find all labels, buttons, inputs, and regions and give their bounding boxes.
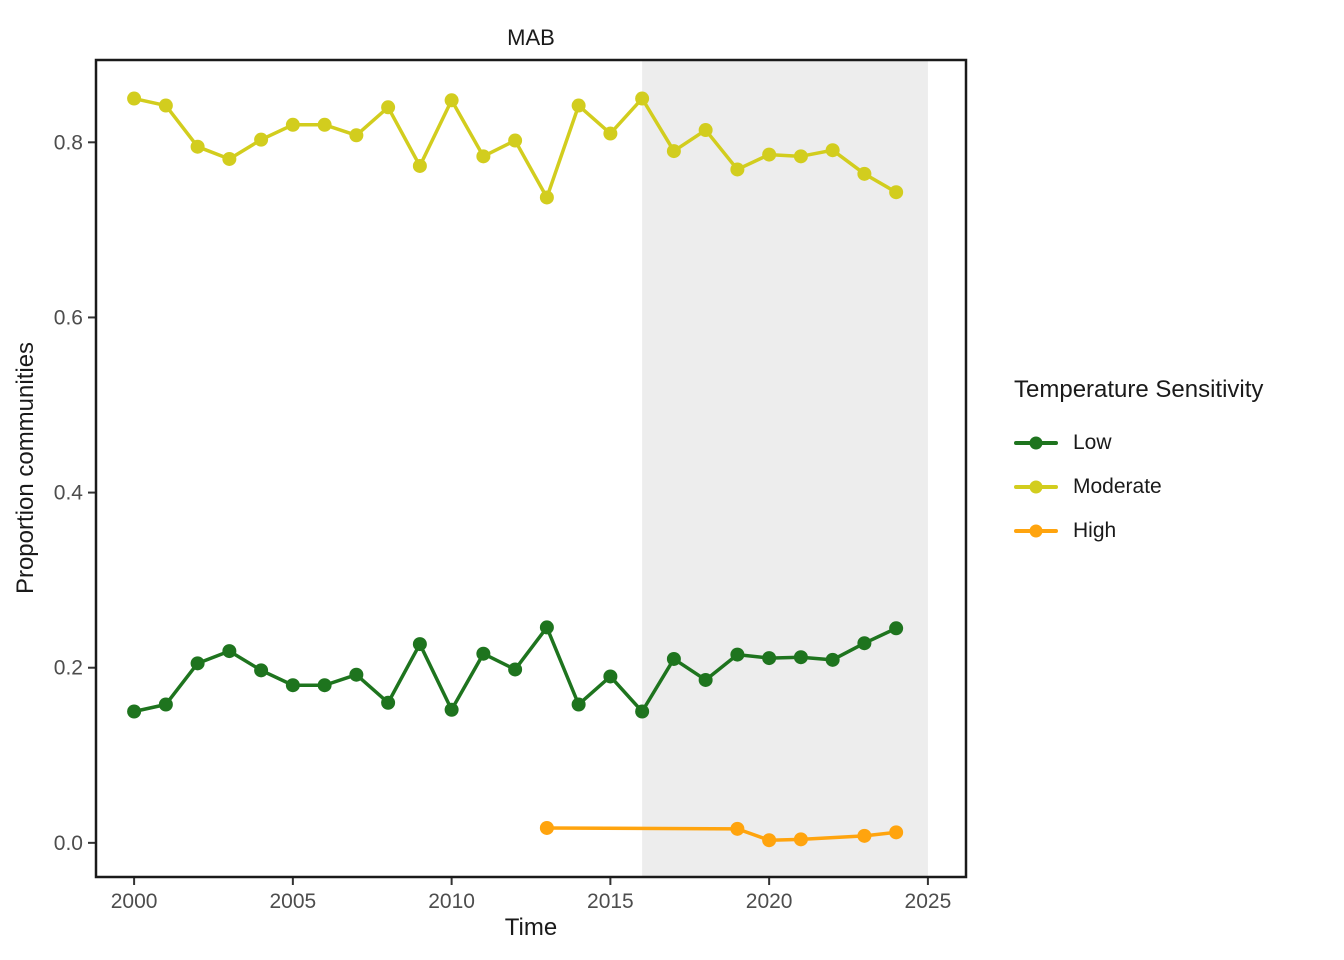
x-tick-label: 2005 — [270, 890, 317, 913]
data-point-low — [857, 636, 872, 651]
data-point-low — [539, 620, 554, 635]
x-tick-label: 2025 — [905, 890, 952, 913]
data-point-low — [889, 621, 904, 636]
y-tick-label: 0.4 — [54, 482, 84, 505]
legend-item-high: High — [1014, 516, 1334, 546]
legend-item-moderate: Moderate — [1014, 472, 1334, 502]
data-point-low — [666, 651, 681, 666]
x-tick-label: 2015 — [587, 890, 634, 913]
data-point-moderate — [762, 147, 777, 162]
data-point-moderate — [222, 151, 237, 166]
data-point-moderate — [476, 149, 491, 164]
data-point-moderate — [539, 190, 554, 205]
data-point-high — [889, 825, 904, 840]
data-point-moderate — [857, 166, 872, 181]
data-point-low — [603, 669, 618, 684]
x-tick-label: 2010 — [428, 890, 475, 913]
y-tick-label: 0.0 — [54, 832, 83, 855]
data-point-low — [508, 662, 523, 677]
data-point-low — [730, 647, 745, 662]
data-point-low — [285, 678, 300, 693]
data-point-moderate — [730, 162, 745, 177]
x-tick-label: 2000 — [111, 890, 158, 913]
data-point-moderate — [317, 117, 332, 132]
data-point-low — [127, 704, 142, 719]
data-point-high — [539, 820, 554, 835]
legend-label: High — [1073, 519, 1117, 542]
data-point-moderate — [666, 144, 681, 159]
x-tick-label: 2020 — [746, 890, 793, 913]
data-point-moderate — [603, 126, 618, 141]
data-point-low — [254, 663, 269, 678]
data-point-low — [412, 637, 427, 652]
y-tick-label: 0.8 — [54, 131, 83, 154]
data-point-low — [381, 695, 396, 710]
data-point-high — [762, 833, 777, 848]
data-point-moderate — [508, 133, 523, 148]
data-point-low — [476, 646, 491, 661]
y-tick-label: 0.6 — [54, 306, 83, 329]
data-point-low — [444, 702, 459, 717]
shaded-forecast-band — [642, 60, 928, 877]
data-point-low — [222, 644, 237, 659]
data-point-moderate — [571, 98, 586, 113]
data-point-low — [793, 650, 808, 665]
data-point-low — [635, 704, 650, 719]
legend-title: Temperature Sensitivity — [1014, 376, 1264, 403]
data-point-low — [190, 656, 205, 671]
data-point-moderate — [889, 185, 904, 200]
data-point-moderate — [444, 93, 459, 108]
legend: Temperature Sensitivity Low Moderate Hig… — [1014, 376, 1334, 560]
legend-label: Low — [1073, 431, 1112, 454]
data-point-low — [698, 672, 713, 687]
y-tick-label: 0.2 — [54, 657, 83, 680]
panel-border — [94, 58, 968, 879]
data-point-low — [349, 667, 364, 682]
plot-title: MAB — [507, 25, 555, 50]
data-point-moderate — [158, 98, 173, 113]
legend-key-line-dot-icon — [1014, 521, 1058, 541]
data-point-moderate — [349, 128, 364, 143]
data-point-moderate — [285, 117, 300, 132]
x-axis-title: Time — [504, 914, 558, 941]
data-point-high — [793, 832, 808, 847]
data-point-low — [825, 652, 840, 667]
data-point-moderate — [127, 91, 142, 106]
legend-key-line-dot-icon — [1014, 433, 1058, 453]
data-point-low — [317, 678, 332, 693]
data-point-high — [857, 828, 872, 843]
data-point-low — [571, 697, 586, 712]
data-point-moderate — [635, 91, 650, 106]
legend-item-low: Low — [1014, 428, 1334, 458]
data-point-high — [730, 821, 745, 836]
legend-label: Moderate — [1073, 475, 1162, 498]
data-point-low — [762, 651, 777, 666]
data-point-moderate — [793, 149, 808, 164]
data-point-moderate — [190, 139, 205, 154]
data-point-moderate — [254, 132, 269, 147]
data-point-moderate — [381, 100, 396, 115]
data-point-moderate — [825, 143, 840, 158]
data-point-moderate — [698, 123, 713, 138]
legend-key-line-dot-icon — [1014, 477, 1058, 497]
data-point-low — [158, 697, 173, 712]
y-axis-title: Proportion communities — [12, 341, 39, 595]
data-point-moderate — [412, 158, 427, 173]
